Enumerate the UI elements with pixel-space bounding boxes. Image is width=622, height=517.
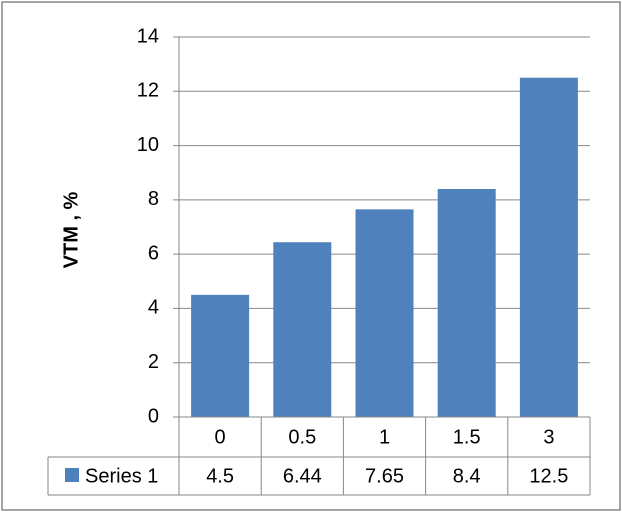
legend-series-name: Series 1 — [85, 465, 158, 487]
y-tick-label: 4 — [148, 297, 159, 319]
bar-1.5 — [437, 189, 496, 417]
data-table-value: 12.5 — [529, 465, 568, 487]
x-category-label: 0.5 — [288, 426, 316, 448]
data-table-value: 8.4 — [453, 465, 481, 487]
bars — [191, 77, 578, 417]
y-tick-label: 2 — [148, 351, 159, 373]
legend-key — [65, 468, 79, 482]
y-tick-labels: 0 2 4 6 8 10 12 14 — [137, 25, 159, 427]
x-category-label: 3 — [543, 426, 554, 448]
bar-3 — [519, 77, 578, 417]
y-tick-label: 10 — [137, 134, 159, 156]
data-table-value: 7.65 — [365, 465, 404, 487]
x-category-label: 1.5 — [453, 426, 481, 448]
bar-0.5 — [273, 242, 332, 417]
y-tick-label: 8 — [148, 188, 159, 210]
y-tick-label: 12 — [137, 80, 159, 102]
bar-0 — [191, 294, 250, 417]
data-table-value: 6.44 — [283, 465, 322, 487]
bar-1 — [355, 209, 414, 417]
x-category-label: 0 — [215, 426, 226, 448]
data-table: 0 0.5 1 1.5 3 Series 1 4.5 6.44 7.65 8.4 12.5 — [47, 416, 591, 496]
y-tick-label: 0 — [148, 405, 159, 427]
x-category-label: 1 — [379, 426, 390, 448]
y-axis-label: VTM , % — [60, 191, 82, 268]
data-table-value: 4.5 — [206, 465, 234, 487]
y-tick-label: 14 — [137, 25, 159, 47]
y-tick-label: 6 — [148, 242, 159, 264]
